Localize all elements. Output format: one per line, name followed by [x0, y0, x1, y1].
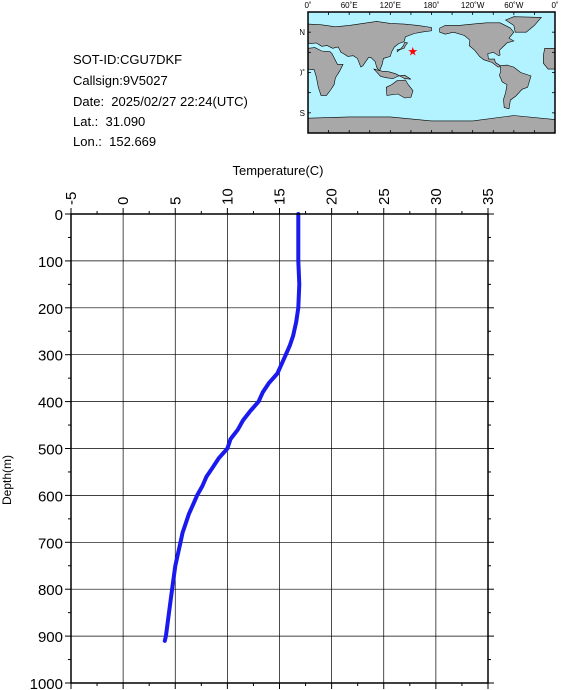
land-mass — [396, 41, 409, 53]
x-tick-label: 15 — [272, 188, 289, 205]
map-land — [308, 16, 555, 133]
y-tick-label: 100 — [38, 254, 63, 271]
lat-label: Lat.: 31.090 — [73, 114, 146, 129]
x-tick-label: 35 — [480, 188, 497, 205]
y-tick-label: 0 — [55, 207, 63, 224]
y-tick-label: 500 — [38, 442, 63, 459]
map-lon-label: 60˚W — [504, 1, 524, 10]
map-lat-label: 60˚S — [300, 109, 305, 118]
map-lon-label: 120˚W — [461, 1, 485, 10]
map-lat-label: 60˚N — [300, 28, 305, 37]
x-axis-title: Temperature(C) — [232, 163, 323, 178]
temperature-depth-chart: Temperature(C) -5 0 5 10 15 20 25 30 35 01002003… — [0, 163, 497, 690]
x-tick-label: 25 — [376, 188, 393, 205]
y-tick-label: 400 — [38, 395, 63, 412]
x-tick-label: 30 — [428, 188, 445, 205]
map-frame — [307, 11, 556, 134]
map-lon-label: 0˚ — [551, 1, 558, 10]
x-tick-label: 20 — [324, 188, 341, 205]
y-tick-label: 1000 — [30, 676, 63, 690]
land-mass — [308, 47, 344, 96]
map-lon-label: 120˚E — [380, 1, 401, 10]
map-lon-label: 60˚E — [341, 1, 358, 10]
land-mass — [504, 16, 542, 33]
y-tick-label: 800 — [38, 582, 63, 599]
location-marker: ★ — [407, 45, 418, 59]
callsign-label: Callsign:9V5027 — [73, 73, 168, 88]
land-mass — [543, 47, 555, 70]
x-tick-label: -5 — [63, 192, 80, 205]
land-mass — [385, 79, 414, 99]
temperature-profile-line — [162, 212, 302, 643]
land-mass — [372, 68, 412, 80]
lon-label: Lon.: 152.669 — [73, 134, 157, 149]
y-axis-title: Depth(m) — [0, 455, 14, 505]
land-mass — [499, 64, 532, 110]
land-mass — [308, 21, 432, 72]
x-tick-label: 5 — [167, 197, 184, 205]
x-tick-label: 0 — [115, 197, 132, 205]
date-label: Date: 2025/02/27 22:24(UTC) — [73, 94, 248, 109]
land-mass — [439, 22, 515, 68]
map-lon-label: 180˚ — [423, 1, 439, 10]
land-mass — [308, 115, 555, 133]
world-map: 0˚ 60˚E 120˚E 180˚ 120˚W 60˚W 0˚ 60˚N 0˚ 60˚S ★ — [300, 1, 559, 134]
y-tick-label: 600 — [38, 488, 63, 505]
y-tick-label: 200 — [38, 301, 63, 318]
y-tick-label: 900 — [38, 629, 63, 646]
x-tick-label: 10 — [219, 188, 236, 205]
map-lat-label: 0˚ — [300, 69, 305, 78]
map-lon-label: 0˚ — [304, 1, 311, 10]
sot-id-label: SOT-ID:CGU7DKF — [73, 52, 183, 67]
chart-grid — [65, 208, 494, 689]
plot-frame — [70, 213, 489, 684]
y-tick-label: 700 — [38, 535, 63, 552]
y-tick-label: 300 — [38, 348, 63, 365]
